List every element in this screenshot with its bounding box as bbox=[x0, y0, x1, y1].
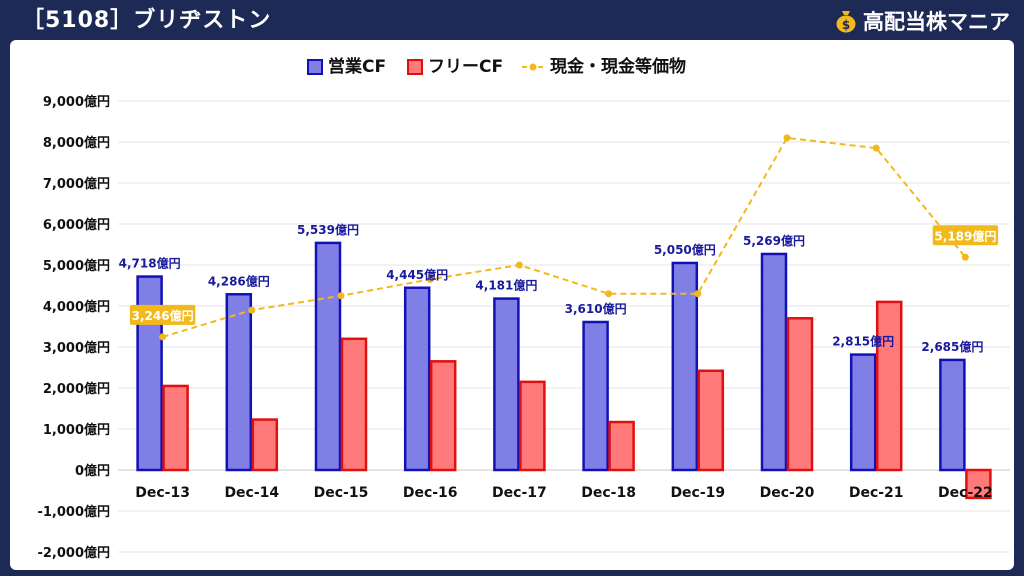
legend-swatch-cash-marker bbox=[529, 63, 537, 71]
cash-point bbox=[605, 290, 613, 298]
operating-cf-bar bbox=[671, 261, 699, 472]
operating-cf-data-label: 5,050億円 bbox=[654, 242, 716, 257]
free-cf-bar bbox=[162, 384, 189, 472]
cash-line bbox=[162, 136, 967, 338]
operating-cf-data-label: 5,539億円 bbox=[297, 222, 359, 237]
y-tick-label: 9,000億円 bbox=[43, 94, 110, 110]
y-tick-label: -2,000億円 bbox=[37, 545, 110, 561]
cash-data-label-box bbox=[129, 304, 196, 325]
free-cf-bar bbox=[519, 380, 546, 472]
y-tick-label: 4,000億円 bbox=[43, 299, 110, 315]
operating-cf-data-label: 4,445億円 bbox=[386, 267, 448, 282]
operating-cf-bar bbox=[225, 293, 253, 472]
operating-cf-bar bbox=[582, 320, 609, 472]
operating-cf-bar bbox=[314, 241, 342, 472]
operating-cf-data-label: 3,610億円 bbox=[565, 301, 627, 316]
x-tick-label: Dec-19 bbox=[670, 485, 725, 501]
legend-swatch-free-cf bbox=[407, 59, 423, 75]
svg-text:$: $ bbox=[842, 18, 850, 32]
cash-point bbox=[515, 261, 523, 269]
x-tick-label: Dec-22 bbox=[938, 485, 993, 501]
money-bag-icon: $ bbox=[836, 11, 856, 33]
y-tick-label: 3,000億円 bbox=[43, 340, 110, 356]
x-tick-label: Dec-17 bbox=[492, 485, 547, 501]
free-cf-bar bbox=[340, 337, 368, 472]
operating-cf-data-label: 2,815億円 bbox=[832, 334, 894, 349]
operating-cf-data-label: 4,286億円 bbox=[208, 273, 270, 288]
operating-cf-bar bbox=[760, 252, 788, 472]
cash-point bbox=[337, 292, 345, 300]
x-tick-label: Dec-14 bbox=[224, 485, 279, 501]
operating-cf-data-label: 5,269億円 bbox=[743, 233, 805, 248]
chart-panel: 9,000億円 8,000億円 7,000億円 6,000億円 5,000億円 4,000… bbox=[10, 40, 1014, 570]
x-tick-label: Dec-16 bbox=[403, 485, 458, 501]
legend-label-free-cf: フリーCF bbox=[428, 57, 503, 77]
cash-point bbox=[961, 253, 969, 261]
brand-logo: $ 高配当株マニア bbox=[835, 4, 1010, 38]
free-cf-bar bbox=[965, 468, 992, 500]
x-tick-label: Dec-21 bbox=[849, 485, 904, 501]
free-cf-bar bbox=[697, 369, 725, 472]
free-cf-bar bbox=[786, 317, 814, 472]
legend-label-cash: 現金・現金等価物 bbox=[550, 56, 686, 77]
cash-point bbox=[248, 306, 256, 314]
operating-cf-data-label: 4,181億円 bbox=[475, 278, 537, 293]
cash-point bbox=[426, 275, 434, 283]
operating-cf-data-label: 2,685億円 bbox=[921, 339, 983, 354]
y-tick-label: 1,000億円 bbox=[43, 422, 110, 438]
y-tick-label: 2,000億円 bbox=[43, 381, 110, 397]
free-cf-bar bbox=[875, 300, 903, 472]
page-title: ［5108］ブリヂストン bbox=[22, 8, 272, 33]
x-tick-label: Dec-20 bbox=[760, 485, 815, 501]
cash-point bbox=[783, 134, 791, 142]
x-tick-label: Dec-15 bbox=[314, 485, 369, 501]
operating-cf-bar bbox=[939, 358, 966, 472]
y-tick-label: 0億円 bbox=[75, 463, 110, 479]
legend-swatch-operating-cf bbox=[307, 59, 323, 75]
legend-label-operating-cf: 営業CF bbox=[328, 56, 386, 77]
brand-name: 高配当株マニア bbox=[863, 10, 1010, 34]
operating-cf-bar bbox=[403, 286, 431, 472]
y-tick-label: 6,000億円 bbox=[43, 217, 110, 233]
cash-point bbox=[694, 290, 702, 298]
free-cf-bar bbox=[429, 360, 457, 472]
cash-point bbox=[159, 333, 167, 341]
operating-cf-bar bbox=[493, 297, 520, 472]
y-tick-label: 7,000億円 bbox=[43, 176, 110, 192]
cash-flow-chart: 9,000億円 8,000億円 7,000億円 6,000億円 5,000億円 4,000… bbox=[37, 56, 1010, 561]
y-tick-label: 8,000億円 bbox=[43, 135, 110, 151]
y-tick-label: -1,000億円 bbox=[37, 504, 110, 520]
cash-point bbox=[872, 144, 880, 152]
free-cf-bar bbox=[251, 418, 279, 472]
x-tick-label: Dec-13 bbox=[135, 485, 190, 501]
operating-cf-data-label: 4,718億円 bbox=[119, 256, 181, 271]
cash-data-label-box bbox=[932, 225, 999, 246]
cash-data-label: 5,189億円 bbox=[934, 228, 996, 243]
x-tick-label: Dec-18 bbox=[581, 485, 636, 501]
free-cf-bar bbox=[608, 420, 635, 472]
operating-cf-bar bbox=[849, 353, 877, 472]
y-tick-label: 5,000億円 bbox=[43, 258, 110, 274]
cash-data-label: 3,246億円 bbox=[132, 308, 194, 323]
